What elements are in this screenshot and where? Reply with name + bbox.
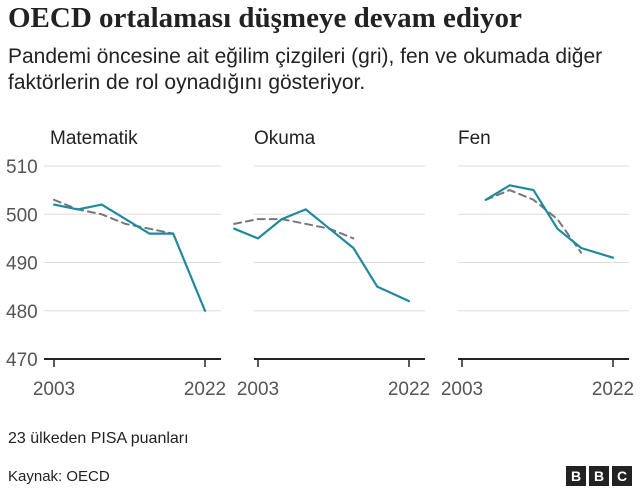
bbc-logo-letter: C: [612, 466, 632, 486]
y-tick-label: 490: [6, 254, 38, 275]
trend-line: [233, 218, 355, 240]
panel-title: Matematik: [50, 128, 138, 149]
x-tick-label: 2003: [441, 379, 483, 400]
x-tick-label: 2003: [33, 379, 75, 400]
bbc-logo-letter: B: [589, 466, 609, 486]
x-tick-label: 2022: [592, 379, 634, 400]
actual-line: [52, 203, 207, 312]
trend-line: [484, 189, 583, 254]
chart-subtitle: Pandemi öncesine ait eğilim çizgileri (g…: [8, 45, 603, 94]
panel-title: Okuma: [254, 128, 316, 149]
chart-note: 23 ülkeden PISA puanları: [8, 430, 189, 447]
trend-line: [53, 198, 175, 235]
y-tick-label: 510: [6, 157, 38, 178]
chart-title: OECD ortalaması düşmeye devam ediyor: [8, 2, 522, 34]
x-tick-label: 2022: [388, 379, 430, 400]
y-tick-label: 470: [6, 350, 38, 371]
panel-title: Fen: [458, 128, 491, 149]
source-credit: Kaynak: OECD: [8, 468, 110, 485]
x-tick-label: 2022: [184, 379, 226, 400]
bbc-logo: B B C: [566, 466, 632, 486]
bbc-logo-letter: B: [566, 466, 586, 486]
y-tick-label: 480: [6, 302, 38, 323]
actual-line: [233, 208, 411, 303]
y-tick-label: 500: [6, 205, 38, 226]
x-tick-label: 2003: [237, 379, 279, 400]
actual-line: [484, 184, 615, 259]
